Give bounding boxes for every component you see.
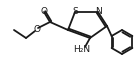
Text: O: O [33,25,40,34]
Text: O: O [40,6,47,15]
Text: N: N [96,6,102,15]
Text: S: S [72,6,78,15]
Text: H₂N: H₂N [74,45,91,55]
